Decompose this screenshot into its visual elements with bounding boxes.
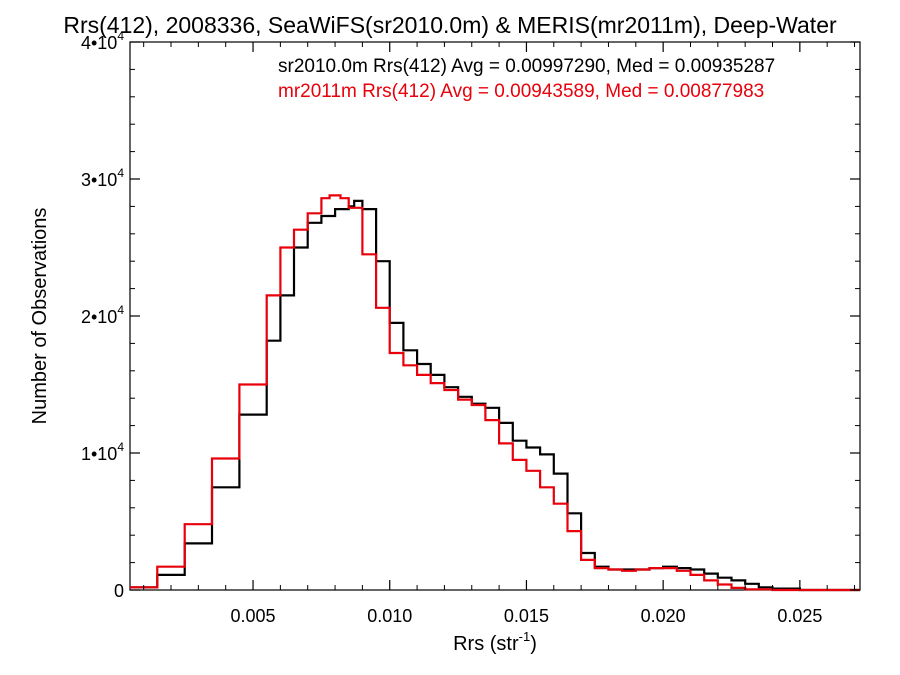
y-axis-label: Number of Observations <box>29 208 51 425</box>
ticks-layer: 0.005 0.010 0.015 0.020 0.02501•1042•1043•10… <box>81 29 860 626</box>
x-axis-label-end: ) <box>530 633 537 655</box>
y-tick-label: 2•104 <box>81 303 124 327</box>
chart-title: Rrs(412), 2008336, SeaWiFS(sr2010.0m) & … <box>63 12 837 38</box>
y-tick-label-exponent: 4 <box>117 29 124 43</box>
x-tick-label: 0.015 <box>504 606 549 626</box>
series-layer <box>130 194 860 592</box>
x-tick-label: 0.005 <box>231 606 276 626</box>
y-tick-label-base: 2•10 <box>81 307 117 327</box>
legend-entry-mr2011m: mr2011m Rrs(412) Avg = 0.00943589, Med =… <box>278 81 764 102</box>
x-axis-label-sup: -1 <box>519 629 531 644</box>
plot-area <box>129 41 861 591</box>
y-tick-label: 1•104 <box>81 440 124 464</box>
x-tick-label: 0.010 <box>367 606 412 626</box>
y-tick-label-exponent: 4 <box>117 440 124 454</box>
y-tick-label-base: 4•10 <box>81 33 117 53</box>
plot-border <box>129 41 861 591</box>
legend: sr2010.0m Rrs(412) Avg = 0.00997290, Med… <box>278 56 775 102</box>
y-tick-label-exponent: 4 <box>117 166 124 180</box>
y-tick-label-base: 3•10 <box>81 170 117 190</box>
series-line-mr2011m <box>130 194 860 592</box>
x-axis-label: Rrs (str-1) <box>453 629 537 655</box>
y-tick-label: 3•104 <box>81 166 124 190</box>
x-tick-label: 0.020 <box>641 606 686 626</box>
x-axis-label-text: Rrs (str <box>453 633 519 655</box>
y-tick-label: 0 <box>114 581 124 601</box>
legend-entry-sr2010.0m: sr2010.0m Rrs(412) Avg = 0.00997290, Med… <box>278 56 775 77</box>
y-tick-label-base: 0 <box>114 581 124 601</box>
y-tick-label: 4•104 <box>81 29 124 53</box>
x-tick-label: 0.025 <box>777 606 822 626</box>
y-tick-label-base: 1•10 <box>81 444 117 464</box>
y-tick-label-exponent: 4 <box>117 303 124 317</box>
